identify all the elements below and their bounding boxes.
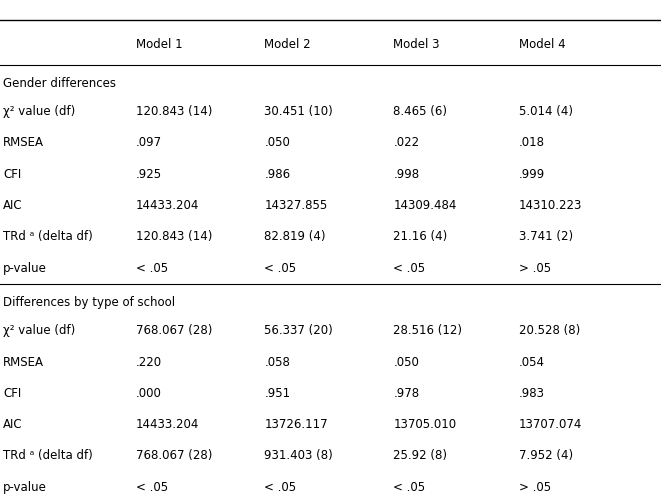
Text: .951: .951: [264, 387, 291, 400]
Text: 8.465 (6): 8.465 (6): [393, 105, 447, 118]
Text: 120.843 (14): 120.843 (14): [136, 230, 212, 244]
Text: Model 3: Model 3: [393, 38, 440, 51]
Text: 14433.204: 14433.204: [136, 199, 199, 212]
Text: .018: .018: [519, 136, 545, 150]
Text: .000: .000: [136, 387, 161, 400]
Text: 28.516 (12): 28.516 (12): [393, 324, 462, 337]
Text: .986: .986: [264, 167, 291, 181]
Text: > .05: > .05: [519, 261, 551, 275]
Text: 13707.074: 13707.074: [519, 418, 582, 431]
Text: 768.067 (28): 768.067 (28): [136, 449, 212, 463]
Text: Model 2: Model 2: [264, 38, 311, 51]
Text: 30.451 (10): 30.451 (10): [264, 105, 333, 118]
Text: .999: .999: [519, 167, 545, 181]
Text: .978: .978: [393, 387, 420, 400]
Text: .220: .220: [136, 355, 162, 369]
Text: .058: .058: [264, 355, 290, 369]
Text: 768.067 (28): 768.067 (28): [136, 324, 212, 337]
Text: 82.819 (4): 82.819 (4): [264, 230, 326, 244]
Text: Gender differences: Gender differences: [3, 77, 116, 90]
Text: 3.741 (2): 3.741 (2): [519, 230, 573, 244]
Text: .983: .983: [519, 387, 545, 400]
Text: Model 4: Model 4: [519, 38, 566, 51]
Text: CFI: CFI: [3, 167, 22, 181]
Text: 14327.855: 14327.855: [264, 199, 328, 212]
Text: 14433.204: 14433.204: [136, 418, 199, 431]
Text: χ² value (df): χ² value (df): [3, 324, 75, 337]
Text: .998: .998: [393, 167, 420, 181]
Text: 5.014 (4): 5.014 (4): [519, 105, 573, 118]
Text: .054: .054: [519, 355, 545, 369]
Text: .097: .097: [136, 136, 162, 150]
Text: 120.843 (14): 120.843 (14): [136, 105, 212, 118]
Text: > .05: > .05: [519, 481, 551, 494]
Text: 14310.223: 14310.223: [519, 199, 582, 212]
Text: .050: .050: [393, 355, 419, 369]
Text: 25.92 (8): 25.92 (8): [393, 449, 447, 463]
Text: < .05: < .05: [136, 261, 168, 275]
Text: TRd ᵃ (delta df): TRd ᵃ (delta df): [3, 449, 93, 463]
Text: .022: .022: [393, 136, 420, 150]
Text: AIC: AIC: [3, 418, 23, 431]
Text: .050: .050: [264, 136, 290, 150]
Text: p-value: p-value: [3, 261, 47, 275]
Text: CFI: CFI: [3, 387, 22, 400]
Text: < .05: < .05: [136, 481, 168, 494]
Text: AIC: AIC: [3, 199, 23, 212]
Text: χ² value (df): χ² value (df): [3, 105, 75, 118]
Text: Differences by type of school: Differences by type of school: [3, 296, 175, 309]
Text: 931.403 (8): 931.403 (8): [264, 449, 333, 463]
Text: p-value: p-value: [3, 481, 47, 494]
Text: < .05: < .05: [393, 261, 426, 275]
Text: < .05: < .05: [393, 481, 426, 494]
Text: 14309.484: 14309.484: [393, 199, 457, 212]
Text: 20.528 (8): 20.528 (8): [519, 324, 580, 337]
Text: 13726.117: 13726.117: [264, 418, 328, 431]
Text: 7.952 (4): 7.952 (4): [519, 449, 573, 463]
Text: < .05: < .05: [264, 481, 297, 494]
Text: 21.16 (4): 21.16 (4): [393, 230, 447, 244]
Text: RMSEA: RMSEA: [3, 136, 44, 150]
Text: 13705.010: 13705.010: [393, 418, 456, 431]
Text: RMSEA: RMSEA: [3, 355, 44, 369]
Text: .925: .925: [136, 167, 162, 181]
Text: Model 1: Model 1: [136, 38, 182, 51]
Text: < .05: < .05: [264, 261, 297, 275]
Text: TRd ᵃ (delta df): TRd ᵃ (delta df): [3, 230, 93, 244]
Text: 56.337 (20): 56.337 (20): [264, 324, 333, 337]
